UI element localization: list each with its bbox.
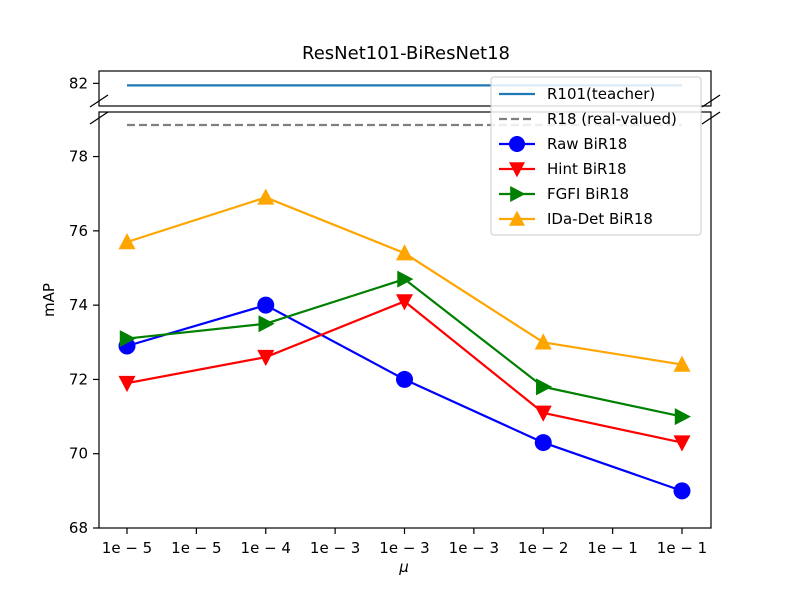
legend-marker: [509, 162, 525, 178]
legend-label: R101(teacher): [547, 85, 655, 103]
x-tick-label: 1e − 5: [171, 539, 221, 557]
data-point-3-4: [673, 355, 691, 372]
x-tick-label: 1e − 1: [657, 539, 707, 557]
data-point-0-2: [396, 370, 413, 388]
data-point-0-1: [257, 296, 275, 314]
y-axis-ticks: 68 70 72 74 76 78 82: [69, 74, 99, 537]
data-point-3-1: [257, 188, 275, 205]
data-point-3-3: [534, 333, 552, 350]
legend-box: [490, 76, 702, 236]
data-point-1-1: [257, 349, 275, 367]
legend-label: Raw BiR18: [547, 135, 627, 153]
data-point-0-4: [673, 482, 691, 500]
data-point-1-2: [396, 294, 413, 311]
x-tick-label: 1e − 3: [379, 539, 429, 557]
y-tick-label: 72: [69, 370, 88, 388]
x-tick-label: 1e − 4: [241, 539, 291, 557]
x-tick-label: 1e − 3: [449, 539, 499, 557]
data-point-0-3: [534, 434, 552, 452]
legend-label: R18 (real-valued): [547, 110, 677, 128]
legend: R101(teacher) R18 (real-valued) Raw BiR18 H…: [490, 76, 702, 236]
x-axis-label: μ: [398, 558, 409, 576]
x-tick-label: 1e − 2: [518, 539, 568, 557]
chart-title: ResNet101-BiResNet18: [302, 43, 510, 64]
x-tick-label: 1e − 1: [587, 539, 637, 557]
data-point-1-3: [534, 405, 552, 422]
legend-marker: [510, 186, 526, 202]
data-point-3-0: [118, 233, 136, 250]
x-tick-label: 1e − 3: [310, 539, 360, 557]
legend-label: FGFI BiR18: [547, 185, 629, 203]
data-point-3-2: [396, 244, 413, 261]
data-point-2-1: [258, 315, 275, 333]
y-axis-label: mAP: [40, 283, 58, 317]
axis-break-left: [89, 94, 109, 125]
data-point-2-2: [397, 270, 414, 288]
y-tick-label: 78: [69, 148, 88, 166]
axis-break-right: [701, 94, 721, 125]
y-tick-label: 74: [69, 296, 88, 314]
legend-label: IDa-Det BiR18: [547, 210, 653, 228]
y-tick-label: 70: [69, 445, 88, 463]
legend-marker: [509, 136, 525, 152]
x-tick-label: 1e − 5: [102, 539, 152, 557]
data-point-2-4: [674, 408, 691, 426]
data-point-2-3: [536, 378, 553, 396]
legend-marker: [509, 210, 525, 226]
series-group: [118, 188, 691, 500]
data-point-1-0: [118, 375, 136, 393]
legend-label: Hint BiR18: [547, 160, 627, 178]
y-tick-label: 76: [69, 222, 88, 240]
y-tick-label: 68: [69, 519, 88, 537]
data-point-2-0: [119, 330, 136, 348]
data-point-1-4: [673, 435, 691, 452]
y-tick-label: 82: [69, 74, 88, 92]
upper-plot-area: [98, 70, 712, 107]
x-axis-ticks: 1e − 5 1e − 5 1e − 4 1e − 3 1e − 3 1e − 3 1e −…: [102, 528, 707, 557]
